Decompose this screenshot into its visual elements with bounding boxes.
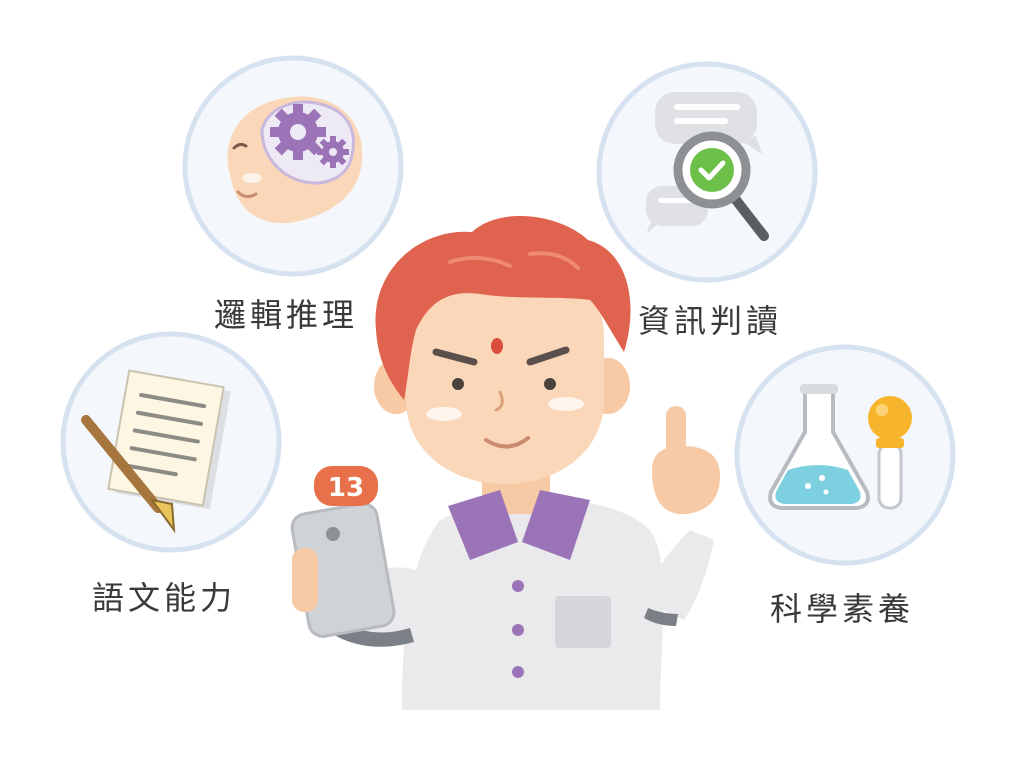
brain-gears-icon <box>227 96 363 224</box>
character: 13 <box>290 216 720 710</box>
collar <box>448 490 518 560</box>
notification-count: 13 <box>328 473 364 503</box>
skill-label-logic: 邏輯推理 <box>214 296 359 334</box>
hair <box>375 216 631 400</box>
flask-dropper-icon <box>768 384 912 510</box>
notification-badge: 13 <box>314 466 378 506</box>
paper-pen-icon <box>81 369 231 534</box>
skill-label-info: 資訊判讀 <box>638 302 783 340</box>
science-circle <box>734 344 956 566</box>
logic-circle <box>182 55 404 277</box>
phone <box>290 502 396 638</box>
skill-label-language: 語文能力 <box>92 579 237 617</box>
shirt-buttons <box>512 580 524 678</box>
info-circle <box>596 61 818 283</box>
skill-label-science: 科學素養 <box>770 590 915 628</box>
pointing-hand <box>652 406 720 515</box>
shirt-pocket <box>555 596 611 648</box>
language-circle <box>60 331 282 553</box>
head <box>374 216 631 484</box>
magnifier-check-icon <box>646 92 769 241</box>
